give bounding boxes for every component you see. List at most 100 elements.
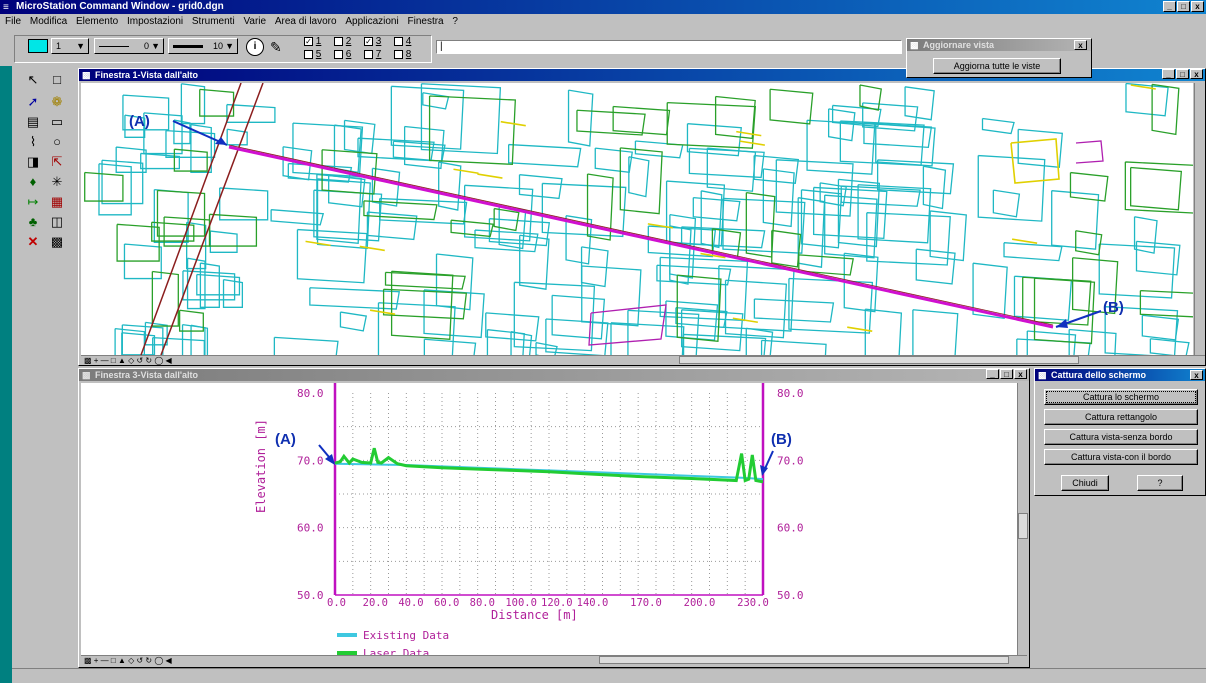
capture-screen-button[interactable]: Cattura lo schermo — [1044, 389, 1198, 405]
update-dialog-title: Aggiornare vista — [923, 40, 995, 50]
level-combo[interactable]: 1 ▼ — [51, 38, 89, 54]
fence-icon[interactable]: □ — [53, 72, 61, 87]
view-1-window: ▩ Finestra 1-Vista dall'alto _ □ x (A) (… — [78, 68, 1206, 366]
capture-view-no-border-button[interactable]: Cattura vista-senza bordo — [1044, 429, 1198, 445]
view-checkbox-8[interactable]: 8 — [394, 49, 411, 61]
view-checkbox-4[interactable]: 4 — [394, 36, 411, 48]
menu-area-di-lavoro[interactable]: Area di lavoro — [274, 16, 337, 27]
capture-view-with-border-button[interactable]: Cattura vista-con il bordo — [1044, 449, 1198, 465]
menu-applicazioni[interactable]: Applicazioni — [345, 16, 399, 27]
view-checkbox-label: 4 — [405, 36, 412, 47]
series-line-laser — [334, 447, 764, 484]
text-tool-icon[interactable]: ▤ — [26, 114, 40, 129]
close-button[interactable]: x — [1190, 69, 1203, 79]
close-button[interactable]: x — [1074, 40, 1087, 50]
dialog-icon: ▩ — [910, 40, 919, 50]
close-dialog-button[interactable]: Chiudi — [1061, 475, 1109, 491]
capture-rectangle-button[interactable]: Cattura rettangolo — [1044, 409, 1198, 425]
group-tool-icon[interactable]: ♣ — [28, 214, 38, 229]
level-value: 1 — [56, 41, 62, 51]
view-checkbox-6[interactable]: 6 — [334, 49, 351, 61]
view-3-view-controls[interactable]: ▩ + — □ ▲ ◇ ↺ ↻ ◯ ◀ — [81, 655, 1027, 665]
view-3-window: ▩ Finestra 3-Vista dall'alto _ □ x 80.0 8… — [78, 368, 1030, 668]
delete-tool-icon[interactable]: ✕ — [27, 234, 39, 249]
scale-tool-icon[interactable]: ▦ — [50, 194, 64, 209]
app-title-bar: ≡ MicroStation Command Window - grid0.dg… — [0, 0, 1206, 14]
view-3-hscroll-thumb[interactable] — [599, 656, 1009, 664]
menu-strumenti[interactable]: Strumenti — [191, 16, 235, 27]
arc-tool-icon[interactable]: ⌇ — [29, 134, 37, 149]
close-button[interactable]: x — [1191, 1, 1204, 12]
view-1-vscrollbar[interactable] — [1194, 83, 1205, 355]
close-button[interactable]: x — [1014, 369, 1027, 379]
line-weight-combo[interactable]: 10 ▼ — [168, 38, 238, 54]
legend-label: Laser Data — [363, 647, 429, 655]
menu-elemento[interactable]: Elemento — [75, 16, 119, 27]
command-input[interactable]: | — [436, 40, 902, 54]
view-checkbox-7[interactable]: 7 — [364, 49, 381, 61]
dimension-tool-icon[interactable]: ⇱ — [51, 154, 63, 169]
info-icon[interactable]: i — [246, 38, 264, 56]
y-tick-label-right: 80.0 — [777, 387, 804, 400]
maximize-button[interactable]: □ — [1000, 369, 1013, 379]
x-tick-label: 120.0 — [541, 597, 573, 609]
cell-tool-icon[interactable]: ◨ — [26, 154, 40, 169]
y-tick-label-left: 60.0 — [297, 522, 324, 535]
view-1-view-controls[interactable]: ▩ + — □ ▲ ◇ ↺ ↻ ◯ ◀ — [81, 355, 1205, 365]
screen-capture-dialog: ▩ Cattura dello schermo x Cattura lo sch… — [1034, 368, 1206, 496]
view-checkboxes: ✓ 1 2 ✓ 3 4 5 6 7 8 — [304, 36, 424, 62]
label-a-map: (A) — [129, 113, 150, 130]
x-tick-label: 0.0 — [327, 597, 346, 609]
tool-palette: ↖ □ ➚ ❁ ▤ ▭ ⌇ ○ ◨ ⇱ ♦ ✳ ↦ ▦ ♣ ◫ ✕ ▩ — [14, 70, 72, 249]
checkbox-box: ✓ — [364, 36, 373, 46]
line-tool-icon[interactable]: ➚ — [27, 94, 39, 109]
maximize-button[interactable]: □ — [1176, 69, 1189, 79]
minimize-button[interactable]: _ — [986, 369, 999, 379]
measure-tool-icon[interactable]: ↦ — [27, 194, 39, 209]
update-dialog-title-bar: ▩ Aggiornare vista x — [907, 39, 1091, 51]
update-all-views-button[interactable]: Aggiorna tutte le viste — [933, 58, 1061, 74]
rectangle-tool-icon[interactable]: ▭ — [50, 114, 64, 129]
menu-help[interactable]: ? — [452, 16, 458, 27]
view-1-controls: _ □ x — [1162, 69, 1203, 79]
color-swatch[interactable] — [28, 39, 48, 53]
minimize-button[interactable]: _ — [1163, 1, 1176, 12]
maximize-button[interactable]: □ — [1177, 1, 1190, 12]
view-checkbox-3[interactable]: ✓ 3 — [364, 36, 381, 48]
minimize-button[interactable]: _ — [1162, 69, 1175, 79]
modify-tool-icon[interactable]: ♦ — [29, 174, 37, 189]
view-tool-icon[interactable]: ▩ — [50, 234, 64, 249]
vscroll-thumb[interactable] — [1018, 513, 1028, 539]
view-checkbox-5[interactable]: 5 — [304, 49, 321, 61]
style-value: 0 — [143, 41, 149, 51]
y-tick-label-left: 80.0 — [297, 387, 324, 400]
array-tool-icon[interactable]: ◫ — [50, 214, 64, 229]
help-button[interactable]: ? — [1137, 475, 1183, 491]
menu-impostazioni[interactable]: Impostazioni — [126, 16, 184, 27]
view-3-controls: _ □ x — [986, 369, 1027, 379]
select-arrow-icon[interactable]: ↖ — [27, 72, 39, 87]
menu-file[interactable]: File — [5, 16, 22, 27]
menu-finestra[interactable]: Finestra — [407, 16, 444, 27]
line-style-combo[interactable]: 0 ▼ — [94, 38, 164, 54]
x-tick-label: 140.0 — [577, 597, 609, 609]
view-checkbox-1[interactable]: ✓ 1 — [304, 36, 321, 48]
snap-tool-icon[interactable]: ✳ — [51, 174, 63, 189]
chevron-down-icon: ▼ — [151, 41, 160, 51]
arrow-a-head — [325, 454, 335, 465]
x-tick-label: 230.0 — [737, 597, 769, 609]
menu-varie[interactable]: Varie — [243, 16, 267, 27]
view-icon: ▩ — [82, 70, 91, 80]
view-1-hscroll-thumb[interactable] — [679, 356, 1079, 364]
place-active-icon[interactable]: ✎ — [270, 39, 282, 55]
update-view-dialog: ▩ Aggiornare vista x Aggiorna tutte le v… — [906, 38, 1092, 78]
point-tool-icon[interactable]: ❁ — [51, 94, 63, 109]
view-checkbox-2[interactable]: 2 — [334, 36, 351, 48]
circle-tool-icon[interactable]: ○ — [53, 134, 61, 149]
menu-modifica[interactable]: Modifica — [29, 16, 68, 27]
checkbox-box — [334, 49, 343, 59]
map-canvas[interactable] — [81, 83, 1193, 355]
chevron-down-icon: ▼ — [76, 41, 85, 51]
view-3-vscrollbar[interactable] — [1017, 383, 1028, 655]
close-button[interactable]: x — [1190, 370, 1203, 380]
